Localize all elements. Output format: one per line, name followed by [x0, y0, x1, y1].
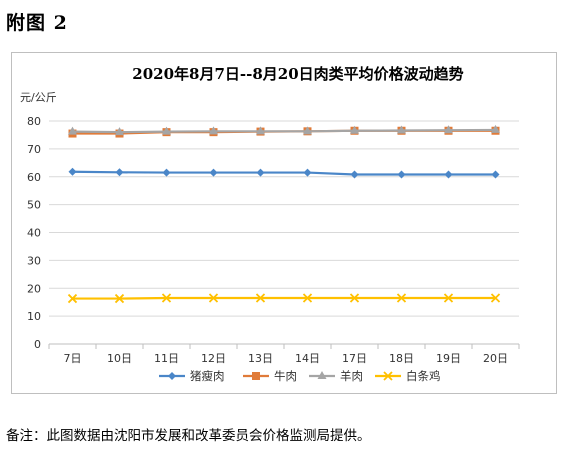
x-tick-label: 10日 [107, 352, 132, 365]
data-point [162, 126, 171, 135]
data-point [114, 293, 125, 304]
y-tick-label: 50 [27, 199, 41, 212]
footnote: 备注：此图数据由沈阳市发展和改革委员会价格监测局提供。 [6, 428, 371, 444]
x-tick-label: 19日 [436, 352, 461, 365]
data-point [115, 127, 124, 136]
legend-item: 羊肉 [309, 369, 363, 383]
data-point [256, 168, 265, 177]
data-point [302, 293, 313, 303]
series-4 [67, 293, 501, 304]
data-point [349, 293, 360, 303]
data-point [115, 168, 124, 177]
y-tick-label: 0 [34, 338, 41, 351]
x-tick-label: 7日 [64, 352, 82, 365]
x-tick-label: 12日 [201, 352, 226, 365]
y-tick-label: 70 [27, 143, 41, 156]
legend-label: 猪瘦肉 [190, 369, 225, 383]
data-point [256, 126, 265, 135]
y-tick-label: 40 [27, 227, 41, 240]
data-point [396, 293, 407, 303]
data-point [350, 170, 359, 179]
y-tick-label: 10 [27, 310, 41, 323]
data-point [350, 125, 359, 134]
series-1 [68, 167, 500, 179]
x-tick-label: 17日 [342, 352, 367, 365]
data-point [397, 125, 406, 134]
line-chart: 2020年8月7日--8月20日肉类平均价格波动趋势 元/公斤 0 10 20 30 4… [20, 65, 520, 383]
legend-label: 牛肉 [274, 369, 297, 383]
data-point [209, 126, 218, 135]
x-tick-label: 13日 [248, 352, 273, 365]
chart-title: 2020年8月7日--8月20日肉类平均价格波动趋势 [132, 65, 463, 83]
x-axis-ticks: 7日 10日 11日 12日 13日 14日 17日 18日 19日 20日 [48, 344, 520, 365]
x-tick-label: 14日 [295, 352, 320, 365]
chart-frame: 2020年8月7日--8月20日肉类平均价格波动趋势 元/公斤 0 10 20 30 4… [11, 52, 557, 394]
data-point [161, 293, 172, 303]
data-point [68, 167, 77, 176]
chart-legend: 猪瘦肉 牛肉 羊肉 白条鸡 [159, 369, 441, 383]
data-point [67, 293, 78, 304]
legend-label: 羊肉 [340, 369, 363, 383]
data-point [162, 168, 171, 177]
y-tick-label: 60 [27, 171, 41, 184]
data-point [443, 293, 454, 303]
y-tick-label: 20 [27, 282, 41, 295]
legend-marker [252, 372, 260, 380]
data-point [208, 293, 219, 303]
series-line [72, 296, 496, 300]
y-tick-label: 80 [27, 115, 41, 128]
legend-label: 白条鸡 [406, 369, 441, 383]
data-point [444, 125, 453, 134]
data-point [490, 293, 501, 303]
legend-item: 白条鸡 [375, 369, 441, 383]
data-point [68, 126, 77, 135]
data-point [444, 170, 453, 179]
data-point [209, 168, 218, 177]
legend-item: 牛肉 [243, 369, 297, 383]
series-line [72, 128, 496, 134]
data-point [491, 170, 500, 179]
gridlines [49, 120, 519, 345]
series-line [72, 170, 496, 176]
data-point [303, 126, 312, 135]
x-tick-label: 11日 [154, 352, 179, 365]
x-tick-label: 20日 [483, 352, 508, 365]
series-3 [68, 124, 500, 136]
legend-marker [168, 372, 176, 380]
y-axis-unit-label: 元/公斤 [20, 91, 57, 104]
x-tick-label: 18日 [389, 352, 414, 365]
legend-marker [317, 371, 327, 379]
y-axis-ticks: 0 10 20 30 40 50 60 70 80 [27, 115, 41, 351]
data-point [491, 124, 500, 133]
data-point [255, 293, 266, 303]
data-point [303, 168, 312, 177]
data-point [397, 170, 406, 179]
page-heading: 附图 2 [6, 12, 68, 34]
legend-marker [383, 371, 393, 381]
legend-item: 猪瘦肉 [159, 369, 225, 383]
series-lines [67, 124, 501, 304]
y-tick-label: 30 [27, 254, 41, 267]
